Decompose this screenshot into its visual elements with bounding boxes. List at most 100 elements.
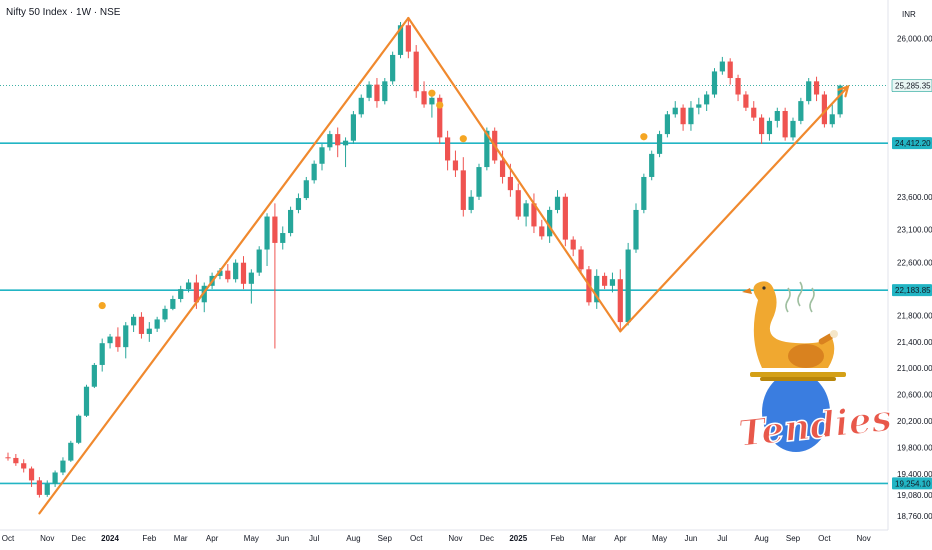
price-tick-label: 23,600.00 — [897, 193, 932, 202]
time-tick-label: Mar — [174, 534, 188, 543]
candle-body — [178, 289, 184, 299]
candle-body — [280, 233, 286, 243]
price-tick-label: 19,800.00 — [897, 443, 932, 452]
candle-body — [547, 209, 553, 237]
bearish-candle — [452, 150, 459, 177]
bearish-candle — [531, 193, 537, 234]
bearish-candle — [272, 203, 278, 349]
bearish-candle — [138, 312, 145, 339]
time-tick-label: Jun — [276, 534, 289, 543]
bullish-candle — [256, 246, 262, 276]
candle-body — [672, 107, 678, 115]
bullish-candle — [711, 68, 718, 98]
candle-body — [225, 270, 231, 280]
candle-body — [743, 94, 749, 108]
candle-body — [602, 275, 608, 286]
bullish-candle — [83, 384, 90, 418]
price-axis[interactable]: 26,000.00 23,600.00 23,100.00 22,600.00 21,8… — [891, 34, 932, 521]
trendline-arrowhead — [837, 84, 850, 98]
bullish-candle — [390, 51, 396, 85]
bullish-candle — [107, 333, 113, 349]
bearish-candle — [617, 269, 623, 330]
candle-body — [60, 460, 66, 473]
bearish-candle — [36, 477, 42, 498]
candle-body — [397, 25, 404, 55]
trendline — [38, 16, 410, 515]
candle-body — [44, 483, 50, 495]
candle-body — [311, 163, 317, 181]
price-tick-label: 22,600.00 — [897, 259, 932, 268]
candle-body — [131, 316, 137, 326]
time-tick-label: 2024 — [101, 534, 119, 543]
grid — [0, 0, 889, 531]
bullish-candle — [382, 78, 388, 105]
bullish-candle — [303, 176, 309, 201]
candle-body — [515, 190, 521, 217]
time-tick-label: Jul — [309, 534, 319, 543]
bearish-candle — [821, 91, 827, 128]
bullish-candle — [594, 269, 600, 309]
bullish-candle — [319, 143, 325, 171]
trendline — [619, 85, 850, 333]
candle-body — [256, 249, 262, 273]
time-tick-label: Apr — [614, 534, 627, 543]
time-axis[interactable]: Oct Nov Dec 2024 Feb Mar Apr May Jun Jul Aug Sep Oct… — [2, 534, 871, 543]
bullish-candle — [719, 56, 725, 75]
bullish-candle — [288, 206, 294, 237]
candle-body — [342, 140, 349, 146]
candle-body — [562, 196, 568, 240]
candle-body — [264, 216, 270, 250]
time-tick-label: Nov — [857, 534, 871, 543]
candle-body — [609, 279, 616, 286]
bullish-candle — [44, 480, 50, 497]
time-tick-label: Oct — [410, 534, 423, 543]
last-price-tag: 25,285.35 — [891, 79, 932, 92]
candle-body — [413, 51, 419, 92]
candle-body — [154, 319, 160, 329]
candle-body — [335, 134, 341, 146]
bullish-candle — [185, 279, 192, 293]
bearish-candle — [13, 453, 19, 466]
candle-body — [782, 111, 788, 138]
bearish-candle — [813, 76, 820, 102]
time-tick-label: Nov — [448, 534, 462, 543]
candle-body — [523, 203, 529, 217]
candle-body — [36, 480, 42, 495]
bearish-candle — [727, 58, 733, 85]
bullish-candle — [829, 104, 835, 128]
candle-body — [554, 196, 561, 210]
candle-body — [76, 415, 82, 443]
trendline — [407, 16, 622, 333]
candle-body — [751, 107, 757, 118]
time-tick-label: Dec — [480, 534, 494, 543]
level-price-tag: 19,254.10 — [892, 477, 932, 490]
candle-body — [374, 84, 380, 102]
candle-body — [680, 107, 686, 125]
candle-body — [499, 160, 506, 177]
bullish-candle — [342, 137, 349, 168]
candle-body — [146, 328, 152, 334]
bearish-candle — [335, 127, 341, 158]
candle-body — [664, 114, 670, 135]
candle-body — [656, 134, 663, 154]
time-tick-label: Sep — [378, 534, 393, 543]
candle-body — [633, 209, 639, 250]
bullish-candle — [468, 190, 474, 214]
candle-body — [319, 147, 325, 164]
candle-body — [21, 463, 27, 469]
candle-body — [162, 308, 168, 320]
bullish-candle — [649, 150, 655, 181]
bullish-candle — [774, 107, 780, 128]
price-tick-label: 18,760.00 — [897, 512, 932, 521]
candle-body — [295, 198, 302, 210]
candle-body — [303, 180, 309, 199]
bearish-candle — [562, 193, 568, 247]
bullish-candle — [633, 203, 639, 253]
candle-body — [704, 94, 710, 105]
bullish-candle — [123, 322, 129, 359]
goose-icon — [742, 281, 838, 368]
event-marker — [459, 135, 467, 143]
level-price-tag: 24,412.20 — [892, 137, 932, 150]
candle-body — [217, 270, 223, 276]
